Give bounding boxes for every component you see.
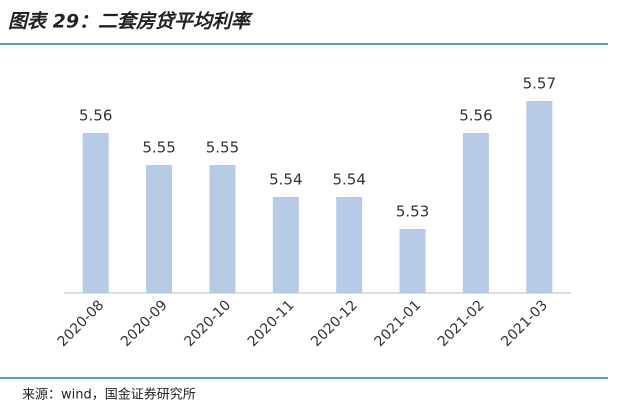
value-label: 5.54 xyxy=(269,171,302,189)
bar xyxy=(526,101,553,293)
value-label: 5.55 xyxy=(142,139,175,157)
source-note: 来源：wind，国金证券研究所 xyxy=(22,387,196,403)
value-label: 5.56 xyxy=(79,107,112,125)
x-tick-label: 2021-03 xyxy=(498,297,551,350)
value-label: 5.54 xyxy=(332,171,365,189)
x-tick-label: 2020-08 xyxy=(55,297,108,350)
bar xyxy=(82,133,109,293)
value-label: 5.57 xyxy=(523,75,556,93)
bar xyxy=(209,165,236,293)
value-label: 5.55 xyxy=(206,139,239,157)
bar xyxy=(272,197,299,293)
bar xyxy=(146,165,173,293)
x-tick-label: 2020-09 xyxy=(118,297,171,350)
x-tick-label: 2020-11 xyxy=(245,297,298,350)
x-tick-label: 2020-10 xyxy=(181,297,234,350)
x-tick-label: 2020-12 xyxy=(308,297,361,350)
value-label: 5.56 xyxy=(459,107,492,125)
bar xyxy=(399,229,426,293)
x-tick-label: 2021-01 xyxy=(372,297,425,350)
value-label: 5.53 xyxy=(396,203,429,221)
chart-title: 图表 29：二套房贷平均利率 xyxy=(8,11,253,33)
x-tick-label: 2021-02 xyxy=(435,297,488,350)
bar xyxy=(462,133,489,293)
bar xyxy=(336,197,363,293)
